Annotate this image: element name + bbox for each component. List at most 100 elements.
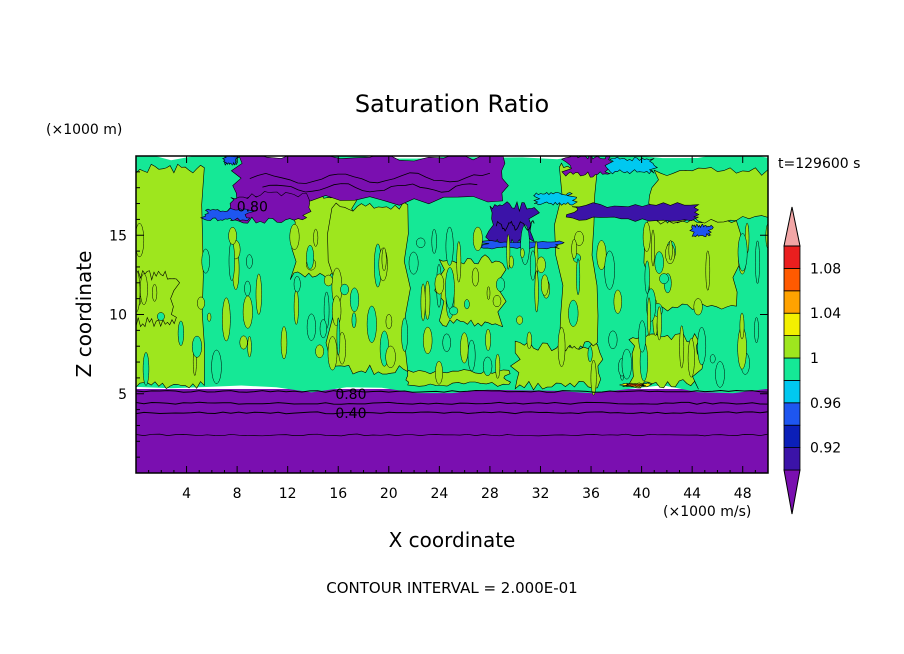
plume-streak [464, 299, 470, 310]
y-tick-label: 10 [109, 308, 127, 324]
plume-streak [306, 313, 316, 341]
plume-streak [416, 237, 426, 248]
colorbar-band-lowest [783, 469, 801, 515]
plume-streak [319, 319, 327, 339]
plume-streak [472, 226, 483, 251]
plume-streak [529, 250, 536, 281]
plume-streak [571, 239, 578, 259]
plume-streak [152, 283, 158, 302]
plume-streak [693, 298, 703, 316]
x-axis-label: X coordinate [389, 528, 516, 552]
x-tick-label: 24 [430, 486, 448, 502]
colorbar-band [783, 312, 801, 337]
plume-streak [349, 287, 360, 312]
plume-streak [644, 260, 650, 294]
plume-streak [385, 345, 396, 369]
contour-line-lower [136, 433, 768, 437]
plume-streak [482, 356, 493, 376]
colorbar: 0.92 0.96 1 1.04 1.08 [783, 206, 841, 515]
plume-streak [540, 274, 549, 296]
contour-plot-area [136, 156, 768, 473]
x-tick-label: 48 [734, 486, 752, 502]
plume-streak [574, 230, 584, 246]
colorbar-label: 0.92 [810, 441, 841, 457]
plume-streak [467, 339, 476, 372]
plume-streak [737, 233, 748, 272]
plume-streak [222, 297, 231, 342]
plume-streak [327, 336, 338, 371]
plume-streak [255, 273, 262, 315]
plume-streak [486, 286, 491, 300]
plume-streak [207, 312, 212, 322]
plume-streak [534, 270, 539, 313]
plume-streak [211, 349, 222, 384]
plume-streak [709, 354, 716, 364]
x-tick-label: 20 [380, 486, 398, 502]
y-axis: 5 10 15 [109, 171, 768, 458]
plume-streak [604, 250, 615, 290]
contour-line-upper [262, 183, 478, 193]
colorbar-band [783, 245, 801, 269]
plume-streak [336, 317, 341, 356]
plume-streak [754, 317, 759, 343]
x-axis: 4 8 12 16 20 24 28 32 36 40 44 48 [148, 156, 756, 502]
contour-region-25 [604, 156, 659, 175]
x-tick-label: 4 [182, 486, 191, 502]
contour-line-upper [249, 172, 491, 184]
colorbar-band [783, 290, 801, 314]
plume-streak [289, 223, 300, 250]
plume-streak [247, 336, 252, 358]
plume-streak [280, 326, 288, 360]
plume-streak [442, 333, 451, 352]
colorbar-label: 1 [810, 351, 819, 367]
plume-streak [715, 361, 725, 388]
x-tick-label: 36 [582, 486, 600, 502]
colorbar-label: 1.04 [810, 306, 841, 322]
contour-region-23 [689, 223, 714, 238]
plume-streak [638, 320, 647, 353]
plume-streak [445, 226, 454, 266]
plume-streak [492, 295, 502, 308]
plume-streak [385, 314, 393, 330]
plume-streak [435, 360, 443, 385]
plume-streak [315, 344, 324, 359]
x-tick-label: 44 [683, 486, 701, 502]
contour-label-0: 0.80 [237, 200, 268, 216]
plume-streak [520, 224, 530, 265]
plume-streak [613, 289, 622, 314]
plume-streak [485, 329, 491, 351]
plume-streak [651, 229, 655, 267]
plume-streak [313, 228, 319, 247]
time-label: t=129600 s [778, 156, 860, 172]
plume-streak [587, 346, 593, 363]
y-tick-label: 15 [109, 228, 127, 244]
plume-streak [642, 221, 651, 252]
plume-streak [568, 299, 579, 327]
plume-streak [420, 283, 426, 322]
chart-title: Saturation Ratio [355, 90, 549, 118]
colorbar-band [783, 424, 801, 449]
plume-streak [520, 248, 525, 259]
contour-interval-footer: CONTOUR INTERVAL = 2.000E-01 [326, 579, 577, 597]
plume-streak [590, 359, 597, 396]
plume-streak [654, 251, 664, 274]
colorbar-band-highest [783, 206, 801, 247]
plume-streak [755, 240, 760, 284]
plume-streak [608, 330, 618, 350]
colorbar-band [783, 379, 801, 404]
plume-streak [656, 306, 662, 341]
contour-line-lower [136, 411, 768, 415]
plume-streak [228, 241, 235, 281]
plume-streak [621, 348, 632, 380]
plume-streak [659, 273, 669, 285]
contour-region-0 [136, 389, 768, 473]
x-tick-label: 16 [329, 486, 347, 502]
plume-streak [351, 312, 357, 329]
plume-streak [242, 295, 253, 329]
y-axis-label: Z coordinate [72, 251, 96, 378]
plume-streak [431, 229, 437, 254]
contour-region-6 [405, 369, 512, 387]
plume-streak [495, 353, 501, 379]
contour-line-upper [495, 220, 535, 232]
plume-streak [576, 258, 581, 296]
